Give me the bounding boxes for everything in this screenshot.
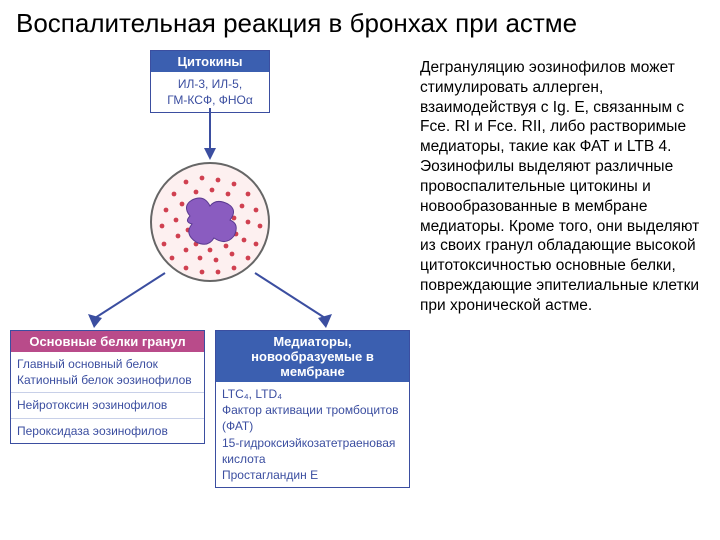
arrow-left: [80, 268, 170, 338]
mediators-row0: LTC₄, LTD₄Фактор активации тромбоцитов (…: [216, 382, 409, 487]
diagram-area: Цитокины ИЛ-3, ИЛ-5,ГМ-КСФ, ФНОα Основны…: [10, 50, 410, 530]
granule-proteins-row1: Нейротоксин эозинофилов: [11, 393, 204, 418]
granule-proteins-box: Основные белки гранул Главный основный б…: [10, 330, 205, 444]
cytokines-body: ИЛ-3, ИЛ-5,ГМ-КСФ, ФНОα: [151, 72, 269, 112]
cytokines-header: Цитокины: [151, 51, 269, 72]
granule-proteins-header: Основные белки гранул: [11, 331, 204, 352]
eosinophil-cell: [150, 162, 270, 282]
description-paragraph: Дегрануляцию эозинофилов может стимулиро…: [420, 58, 706, 316]
cytokines-box: Цитокины ИЛ-3, ИЛ-5,ГМ-КСФ, ФНОα: [150, 50, 270, 113]
cell-nucleus: [186, 198, 236, 244]
arrow-right: [250, 268, 340, 338]
granule-proteins-row0: Главный основный белокКатионный белок эо…: [11, 352, 204, 393]
arrow-top: [202, 108, 218, 162]
mediators-header: Медиаторы, новообразуемые в мембране: [216, 331, 409, 382]
granule-proteins-row2: Пероксидаза эозинофилов: [11, 419, 204, 443]
mediators-box: Медиаторы, новообразуемые в мембране LTC…: [215, 330, 410, 488]
page-title: Воспалительная реакция в бронхах при аст…: [16, 8, 704, 39]
